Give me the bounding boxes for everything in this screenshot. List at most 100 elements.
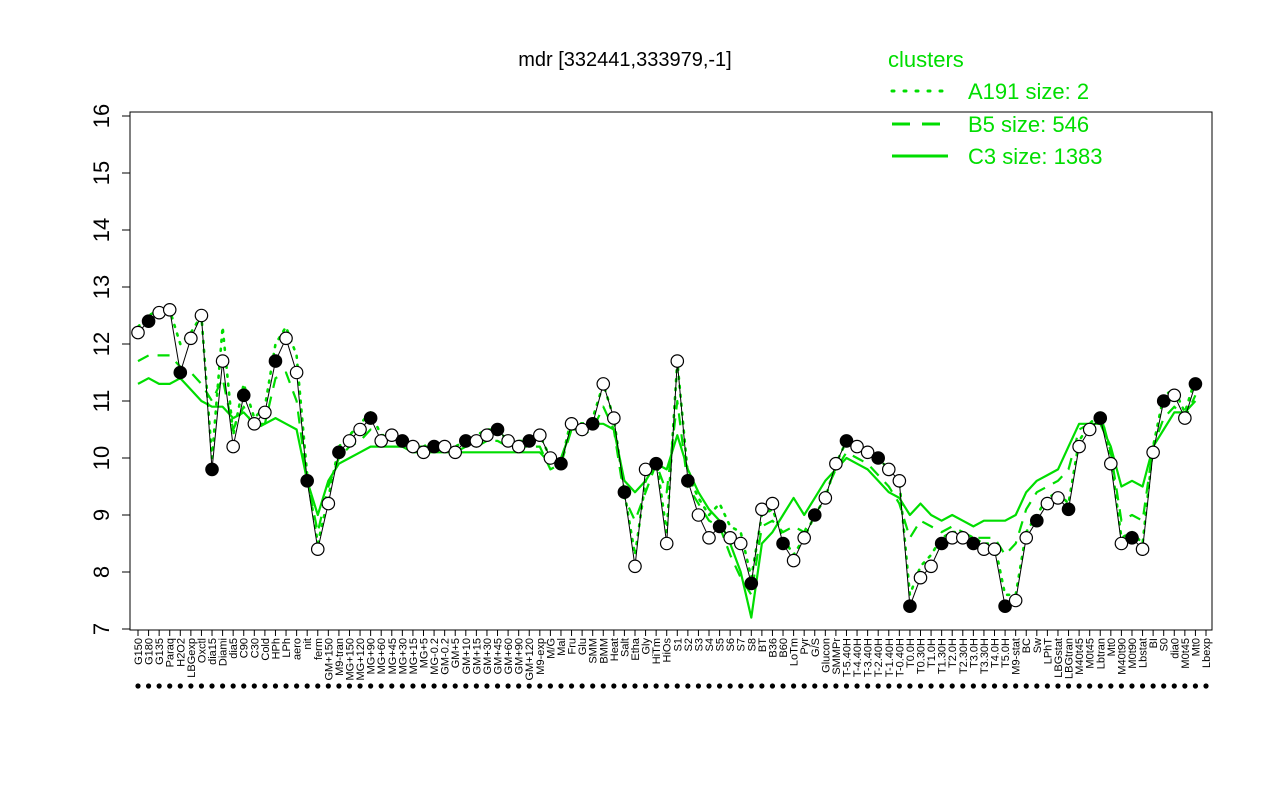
x-rug-mark-69 [865,683,871,689]
x-rug-mark-3 [167,683,173,689]
x-rug-mark-20 [346,683,353,689]
x-rug-mark-99 [1182,683,1188,689]
x-rug-mark-13 [272,683,279,689]
data-point-10 [236,388,251,403]
x-tick-label-101: Lbexp [1201,638,1213,668]
x-rug-mark-24 [389,683,395,689]
data-point-54 [702,530,716,545]
data-point-60 [765,496,780,511]
data-point-86 [1040,496,1055,511]
x-tick-label-26: MG+15 [408,638,420,674]
data-point-53 [691,508,706,522]
legend-label-1: B5 size: 546 [968,112,1089,137]
x-tick-label-41: Fru [567,638,579,655]
x-tick-label-37: GM+120 [524,638,536,681]
data-point-16 [300,473,314,488]
x-rug-mark-31 [463,683,469,689]
x-rug-mark-39 [547,683,553,689]
data-point-38 [533,428,547,442]
x-rug-mark-57 [738,683,744,689]
data-point-44 [596,377,611,391]
y-tick-label-7: 14 [89,218,114,242]
x-rug-mark-83 [1013,683,1019,689]
x-rug-mark-37 [526,683,532,689]
x-rug-mark-55 [716,683,723,689]
x-rug-mark-76 [939,683,945,689]
x-tick-label-27: MG+5 [419,638,431,668]
x-tick-label-53: S3 [693,638,705,651]
x-tick-label-42: Glu [577,638,589,655]
x-tick-label-39: M/G [545,638,557,659]
x-rug-mark-1 [145,683,152,689]
x-rug-mark-89 [1076,683,1082,689]
x-rug-mark-81 [991,683,998,689]
x-rug-mark-70 [875,683,881,689]
y-tick-label-2: 9 [89,509,114,521]
x-rug-mark-60 [769,683,776,689]
cluster-lines [136,308,1197,619]
x-rug-mark-97 [1161,683,1167,689]
x-rug-mark-44 [600,683,606,689]
x-tick-label-46: Salt [619,638,631,657]
data-point-89 [1072,439,1086,454]
x-rug-mark-16 [304,683,310,689]
y-tick-label-3: 10 [89,446,114,470]
data-point-51 [670,354,685,368]
x-rug-mark-41 [568,683,575,689]
chart-title: mdr [332441,333979,-1] [518,49,732,71]
x-tick-label-64: G/S [810,638,822,657]
x-tick-label-88: LBGtran [1064,638,1076,679]
x-tick-label-49: HiTm [651,638,663,664]
x-tick-label-54: S4 [704,638,716,651]
x-rug-mark-4 [177,683,183,689]
x-rug-mark-93 [1118,683,1125,689]
data-point-88 [1061,502,1076,517]
data-point-81 [987,542,1002,556]
x-tick-label-84: BC [1021,638,1033,653]
data-point-67 [839,434,854,448]
x-rug-mark-14 [283,683,289,689]
x-tick-label-78: T2.30H [958,638,970,674]
data-point-8 [215,354,230,368]
data-point-73 [903,599,917,613]
data-point-58 [744,576,759,591]
data-point-47 [628,559,642,574]
x-rug-mark-9 [230,683,236,689]
x-rug-mark-22 [368,683,374,689]
x-rug-mark-56 [727,683,733,689]
data-point-94 [1125,530,1139,545]
x-tick-label-29: GM-0.2 [440,638,452,675]
x-tick-label-12: Cold [260,638,272,661]
data-point-74 [913,570,928,585]
x-rug-mark-96 [1150,683,1156,689]
x-tick-label-3: Paraq [165,638,177,667]
x-rug-mark-61 [780,683,786,689]
x-tick-label-89: M40t45 [1074,638,1086,675]
x-rug-mark-36 [516,683,522,689]
y-tick-label-1: 8 [89,566,114,578]
data-point-85 [1030,513,1044,528]
x-rug-mark-25 [399,683,405,689]
data-point-91 [1093,411,1108,425]
x-tick-label-25: MG+30 [397,638,409,674]
data-point-68 [850,439,864,454]
x-tick-label-85: Sw [1032,638,1044,653]
data-point-97 [1156,394,1171,408]
data-point-6 [194,308,209,323]
data-point-63 [797,530,811,545]
x-tick-label-99: M0t45 [1180,638,1192,669]
data-point-65 [818,491,833,505]
x-tick-label-95: Lbstat [1138,638,1150,668]
x-rug-mark-68 [854,683,860,689]
legend: clusters A191 size: 2 B5 size: 546 C3 size… [888,47,1103,169]
x-tick-label-58: S8 [746,638,758,651]
x-tick-label-44: BMM [598,638,610,664]
data-point-61 [776,536,790,551]
legend-label-2: C3 size: 1383 [968,144,1103,169]
data-point-17 [310,542,325,556]
points [131,302,1203,613]
x-tick-label-0: G150 [133,638,145,665]
x-tick-label-8: Diami [218,638,230,666]
x-rug-mark-77 [949,683,955,689]
